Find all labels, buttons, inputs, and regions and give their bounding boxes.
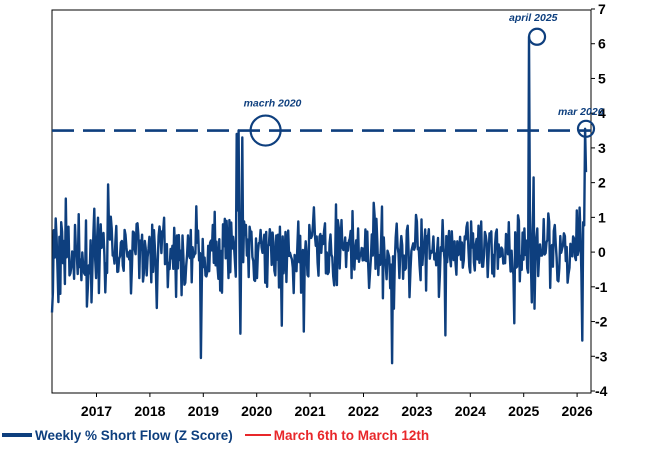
x-tick-label: 2026 bbox=[562, 403, 593, 419]
annotation-circle bbox=[576, 119, 596, 138]
annotation-circle bbox=[249, 114, 282, 147]
y-tick-label: -2 bbox=[595, 314, 608, 330]
legend-swatch-short-flow bbox=[2, 433, 32, 437]
x-tick-label: 2024 bbox=[455, 403, 486, 419]
x-axis: 2017 2018 2019 2020 2021 2022 2023 2024 2025 2026 bbox=[81, 393, 593, 419]
series-line-short-flow bbox=[50, 35, 588, 365]
x-tick-label: 2023 bbox=[401, 403, 432, 419]
x-tick-label: 2017 bbox=[81, 403, 112, 419]
legend-swatch-march-window bbox=[244, 434, 271, 436]
annotation-layer: macrh 2020 april 2025 mar 2026 bbox=[244, 12, 604, 147]
annotation-label: april 2025 bbox=[509, 12, 558, 24]
x-tick-label: 2022 bbox=[348, 403, 379, 419]
x-tick-label: 2020 bbox=[241, 403, 272, 419]
y-tick-label: 0 bbox=[598, 244, 606, 260]
x-tick-label: 2025 bbox=[508, 403, 539, 419]
legend-item-short-flow: Weekly % Short Flow (Z Score) bbox=[2, 428, 233, 443]
legend: Weekly % Short Flow (Z Score) March 6th … bbox=[2, 424, 441, 446]
y-tick-label: 7 bbox=[598, 1, 606, 17]
x-tick-label: 2018 bbox=[134, 403, 165, 419]
x-tick-label: 2019 bbox=[188, 403, 219, 419]
y-tick-label: 5 bbox=[598, 70, 606, 86]
y-tick-label: -4 bbox=[595, 383, 608, 399]
legend-item-march-window: March 6th to March 12th bbox=[244, 427, 430, 443]
annotation-label: mar 2026 bbox=[558, 106, 604, 118]
y-tick-label: 2 bbox=[598, 175, 606, 191]
y-tick-label: 1 bbox=[598, 209, 606, 225]
legend-label-march-window: March 6th to March 12th bbox=[273, 427, 430, 443]
annotation-label: macrh 2020 bbox=[244, 98, 302, 110]
x-tick-label: 2021 bbox=[295, 403, 326, 419]
plot-frame bbox=[51, 9, 592, 394]
y-tick-label: 3 bbox=[598, 140, 606, 156]
y-tick-label: 6 bbox=[598, 36, 606, 52]
legend-label-short-flow: Weekly % Short Flow (Z Score) bbox=[35, 427, 233, 443]
y-tick-label: -1 bbox=[595, 279, 608, 295]
annotation-circle bbox=[527, 27, 547, 46]
y-tick-label: 4 bbox=[598, 105, 606, 121]
y-axis: -4 -3 -2 -1 0 1 2 3 4 5 6 7 bbox=[591, 1, 608, 399]
series-layer bbox=[50, 35, 588, 365]
y-tick-label: -3 bbox=[595, 348, 608, 364]
